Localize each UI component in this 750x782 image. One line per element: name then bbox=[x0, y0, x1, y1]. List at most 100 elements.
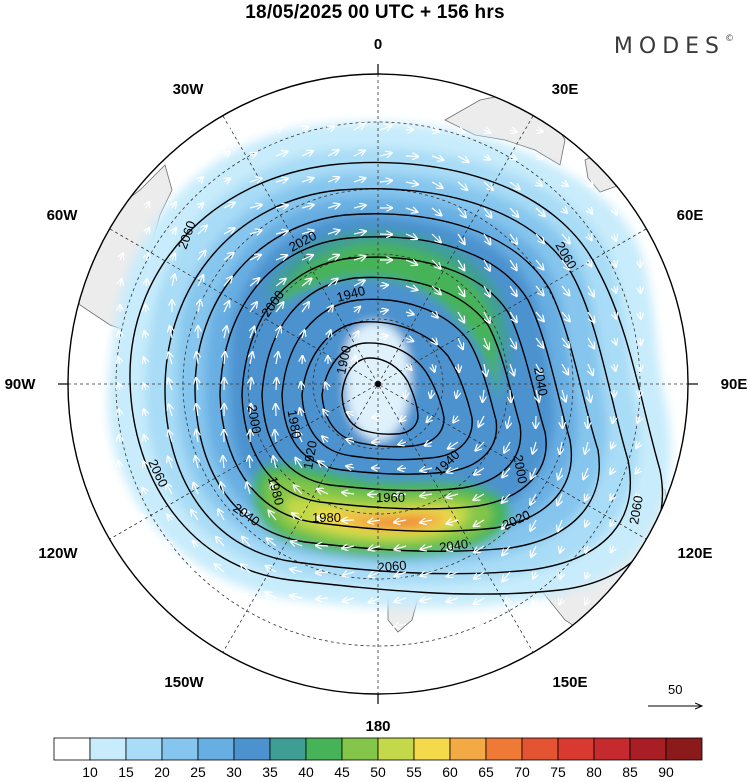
wind-arrow bbox=[483, 311, 490, 323]
wind-arrow bbox=[198, 177, 203, 182]
wind-arrow bbox=[614, 312, 616, 319]
colorbar-box bbox=[341, 737, 379, 761]
wind-arrow bbox=[535, 311, 544, 321]
wind-arrow bbox=[327, 204, 339, 208]
wind-arrow bbox=[431, 130, 439, 132]
wind-arrow bbox=[558, 519, 562, 531]
wind-arrow bbox=[533, 572, 536, 578]
wind-arrow bbox=[458, 363, 459, 372]
wind-arrow bbox=[421, 572, 433, 576]
wind-arrow bbox=[275, 255, 287, 260]
wind-arrow bbox=[166, 595, 172, 598]
wind-arrow bbox=[249, 255, 261, 260]
wind-arrow bbox=[317, 489, 329, 494]
wind-arrow bbox=[301, 279, 311, 287]
wind-arrow bbox=[368, 494, 381, 495]
wind-arrow bbox=[275, 179, 288, 182]
colorbar-box bbox=[269, 737, 307, 761]
wind-arrow bbox=[250, 404, 251, 417]
wind-arrow bbox=[394, 624, 407, 627]
wind-arrow bbox=[343, 598, 355, 602]
wind-arrow bbox=[197, 352, 198, 365]
wind-arrow bbox=[223, 253, 234, 261]
wind-arrow bbox=[192, 594, 198, 598]
wind-arrow bbox=[432, 338, 437, 344]
wind-arrow bbox=[141, 515, 146, 520]
wind-arrow bbox=[614, 233, 616, 241]
wind-arrow bbox=[300, 408, 302, 417]
wind-arrow bbox=[327, 279, 338, 287]
wind-arrow bbox=[316, 545, 329, 546]
wind-arrow bbox=[451, 624, 459, 625]
wind-arrow bbox=[318, 461, 329, 469]
wind-arrow bbox=[249, 278, 259, 287]
wind-arrow bbox=[172, 202, 176, 208]
wind-arrow bbox=[562, 182, 568, 186]
wind-arrow bbox=[290, 569, 303, 572]
wind-arrow bbox=[530, 519, 537, 531]
wind-arrow bbox=[301, 302, 309, 313]
wind-arrow bbox=[405, 338, 413, 341]
lon-label-90w: 90W bbox=[5, 376, 37, 393]
wind-arrow bbox=[502, 519, 511, 529]
contour-label-1900-a: 1900 bbox=[333, 344, 354, 375]
contour-label-1960-a: 1960 bbox=[376, 490, 405, 505]
wind-arrow bbox=[561, 259, 569, 270]
wind-arrow bbox=[354, 331, 359, 338]
wind-arrow bbox=[296, 458, 303, 469]
wind-arrow bbox=[531, 467, 536, 479]
wind-arrow bbox=[343, 572, 355, 576]
wind-arrow bbox=[323, 410, 328, 416]
wind-arrow bbox=[193, 541, 198, 546]
wind-arrow bbox=[168, 353, 172, 365]
colorbar-tick-label: 40 bbox=[298, 764, 314, 780]
wind-arrow bbox=[457, 311, 464, 322]
colorbar-tick-label: 75 bbox=[550, 764, 566, 780]
wind-arrow bbox=[405, 389, 406, 398]
wind-arrow bbox=[457, 285, 464, 296]
wind-arrow bbox=[535, 337, 543, 348]
wind-arrow bbox=[368, 624, 381, 627]
wind-arrow bbox=[557, 493, 562, 505]
wind-arrow bbox=[224, 126, 230, 130]
map-title: 18/05/2025 00 UTC + 156 hrs bbox=[245, 2, 505, 23]
wind-arrow bbox=[420, 598, 433, 601]
wind-arrow bbox=[505, 598, 510, 603]
wind-45-band bbox=[272, 243, 500, 405]
wind-arrow bbox=[368, 520, 381, 522]
wind-arrow bbox=[614, 363, 616, 371]
wind-arrow bbox=[292, 513, 303, 521]
wind-arrow bbox=[249, 230, 261, 234]
wind-arrow bbox=[275, 205, 288, 208]
wind-arrow bbox=[456, 389, 458, 398]
contour-label-1980-b: 1980 bbox=[265, 475, 287, 507]
wind-arrow bbox=[249, 178, 261, 182]
wind-arrow bbox=[536, 156, 543, 159]
wind-arrow bbox=[146, 253, 148, 260]
wind-arrow bbox=[535, 259, 543, 270]
wind-arrow bbox=[457, 259, 464, 270]
wind-arrow bbox=[533, 598, 536, 604]
wind-arrow bbox=[431, 207, 441, 215]
lon-label-30w: 30W bbox=[173, 81, 205, 98]
lon-label-180: 180 bbox=[365, 718, 390, 735]
wind-arrow bbox=[535, 285, 544, 295]
wind-arrow bbox=[483, 259, 490, 271]
wind-arrow bbox=[302, 330, 305, 339]
wind-arrow bbox=[275, 152, 287, 156]
contour-label-2040-a: 2040 bbox=[531, 366, 551, 397]
wind-arrow bbox=[379, 234, 392, 235]
wind-arrow bbox=[638, 416, 641, 423]
wind-arrow bbox=[169, 405, 173, 417]
wind-arrow bbox=[369, 546, 381, 550]
wind-arrow bbox=[379, 153, 392, 156]
wind-arrow bbox=[474, 467, 485, 475]
lon-label-120e: 120E bbox=[677, 545, 712, 562]
wind-arrow bbox=[588, 208, 592, 214]
wind-arrow bbox=[241, 564, 251, 573]
wind-arrow bbox=[425, 442, 433, 446]
south-pole-marker bbox=[375, 381, 381, 387]
wind-arrow bbox=[169, 431, 172, 443]
wind-arrow bbox=[223, 203, 235, 208]
wind-arrow bbox=[276, 127, 282, 130]
